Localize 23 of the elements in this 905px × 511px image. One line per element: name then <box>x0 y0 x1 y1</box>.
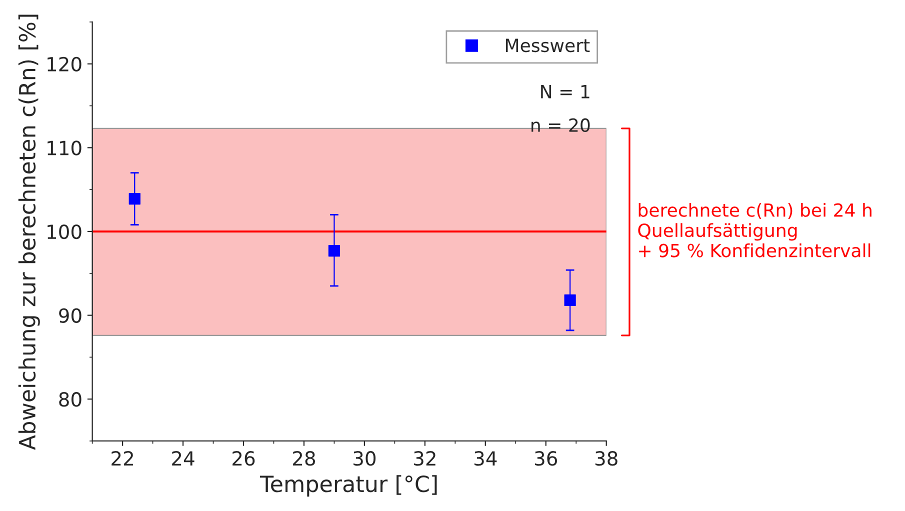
point <box>564 294 576 306</box>
x-tick-label: 30 <box>354 451 376 466</box>
x-tick-label: 32 <box>414 451 436 466</box>
x-tick-label: 38 <box>595 451 618 466</box>
annotation: N = 1 <box>541 85 590 98</box>
y-axis-title: Abweichung zur berechneten c(Rn) [%] <box>18 14 40 450</box>
x-tick-label: 28 <box>293 451 316 466</box>
x-tick-label: 24 <box>172 451 194 466</box>
x-tick-label: 22 <box>112 451 133 466</box>
y-tick-label: 80 <box>59 392 82 407</box>
y-tick-label: 90 <box>59 308 82 323</box>
x-tick-label: 34 <box>474 451 497 466</box>
y-tick-label: 120 <box>48 56 82 72</box>
y-tick-label: 100 <box>48 224 82 240</box>
annotation: n = 20 <box>532 118 590 132</box>
x-axis-title: Temperatur [°C] <box>260 475 437 497</box>
point <box>328 244 340 257</box>
x-tick-label: 36 <box>534 451 558 466</box>
x-tick-label: 26 <box>232 451 255 466</box>
y-tick-label: 110 <box>48 140 82 156</box>
point <box>128 192 140 205</box>
band-label: berechnete c(Rn) bei 24 h Quellaufsättigung + 95 % Konfidenzintervall <box>638 202 872 258</box>
legend-label: Messwert <box>506 38 590 52</box>
